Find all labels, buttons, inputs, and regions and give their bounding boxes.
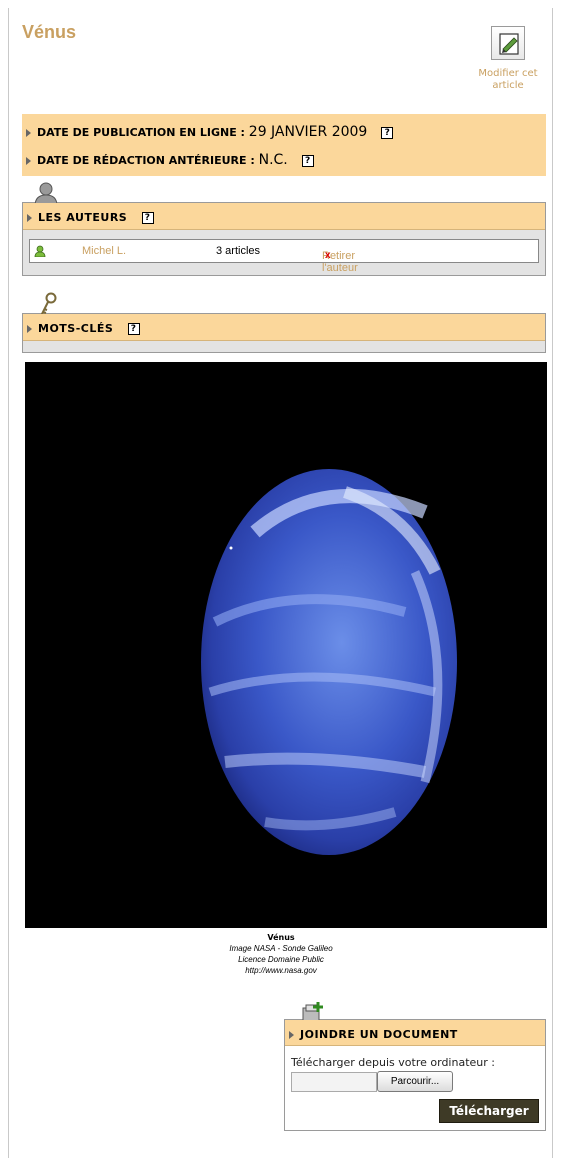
caption-title: Vénus xyxy=(267,933,295,942)
edit-article-button[interactable]: Modifier cet article xyxy=(468,26,548,92)
help-icon[interactable]: ? xyxy=(141,212,154,224)
edit-article-label[interactable]: Modifier cet article xyxy=(478,68,538,91)
upload-label: Télécharger depuis votre ordinateur : xyxy=(291,1056,495,1069)
writing-date-row: DATE DE RÉDACTION ANTÉRIEURE : N.C. ? xyxy=(26,152,314,168)
join-document-panel: JOINDRE UN DOCUMENT Télécharger depuis v… xyxy=(284,1002,546,1131)
author-row: Michel L. 3 articles Retirer l'auteur x xyxy=(29,239,539,274)
help-icon[interactable]: ? xyxy=(127,323,140,335)
disclosure-triangle-icon xyxy=(26,157,31,165)
writing-date-value: N.C. xyxy=(258,152,288,168)
key-icon xyxy=(37,292,59,322)
user-icon xyxy=(34,245,46,258)
join-document-header[interactable]: JOINDRE UN DOCUMENT xyxy=(285,1020,545,1046)
keywords-heading: MOTS-CLÉS xyxy=(38,322,114,335)
authors-heading: LES AUTEURS xyxy=(38,211,128,224)
page-title: Vénus xyxy=(22,22,77,42)
remove-icon[interactable]: x xyxy=(325,250,331,261)
venus-photo xyxy=(25,362,547,928)
browse-button[interactable]: Parcourir... xyxy=(377,1071,453,1092)
edit-article-icon[interactable] xyxy=(491,26,525,60)
disclosure-triangle-icon xyxy=(27,325,32,333)
disclosure-triangle-icon xyxy=(26,129,31,137)
caption-line: Image NASA - Sonde Galileo xyxy=(229,944,333,953)
publication-date-row: DATE DE PUBLICATION EN LIGNE : 29 JANVIE… xyxy=(26,124,394,140)
keywords-panel: MOTS-CLÉS ? xyxy=(22,292,546,353)
dates-section: DATE DE PUBLICATION EN LIGNE : 29 JANVIE… xyxy=(22,114,546,176)
image-caption: Vénus Image NASA - Sonde Galileo Licence… xyxy=(0,932,562,976)
keywords-header[interactable]: MOTS-CLÉS ? xyxy=(23,314,545,341)
author-name-link[interactable]: Michel L. xyxy=(82,245,127,257)
upload-submit-button[interactable]: Télécharger xyxy=(439,1099,539,1123)
file-input[interactable] xyxy=(291,1072,377,1092)
writing-date-label: DATE DE RÉDACTION ANTÉRIEURE : xyxy=(37,154,255,167)
disclosure-triangle-icon xyxy=(27,214,32,222)
author-article-count: 3 articles xyxy=(216,245,261,257)
join-document-heading: JOINDRE UN DOCUMENT xyxy=(300,1028,458,1041)
help-icon[interactable]: ? xyxy=(381,127,394,139)
authors-header[interactable]: LES AUTEURS ? xyxy=(23,203,545,230)
publication-date-label: DATE DE PUBLICATION EN LIGNE : xyxy=(37,126,245,139)
authors-panel: LES AUTEURS ? Michel L. 3 articles Retir… xyxy=(22,182,546,276)
help-icon[interactable]: ? xyxy=(301,155,314,167)
remove-author-label[interactable]: Retirer l'auteur xyxy=(322,250,358,274)
disclosure-triangle-icon xyxy=(289,1031,294,1039)
caption-line: http://www.nasa.gov xyxy=(245,966,317,975)
caption-line: Licence Domaine Public xyxy=(238,955,324,964)
publication-date-value: 29 JANVIER 2009 xyxy=(248,124,368,140)
